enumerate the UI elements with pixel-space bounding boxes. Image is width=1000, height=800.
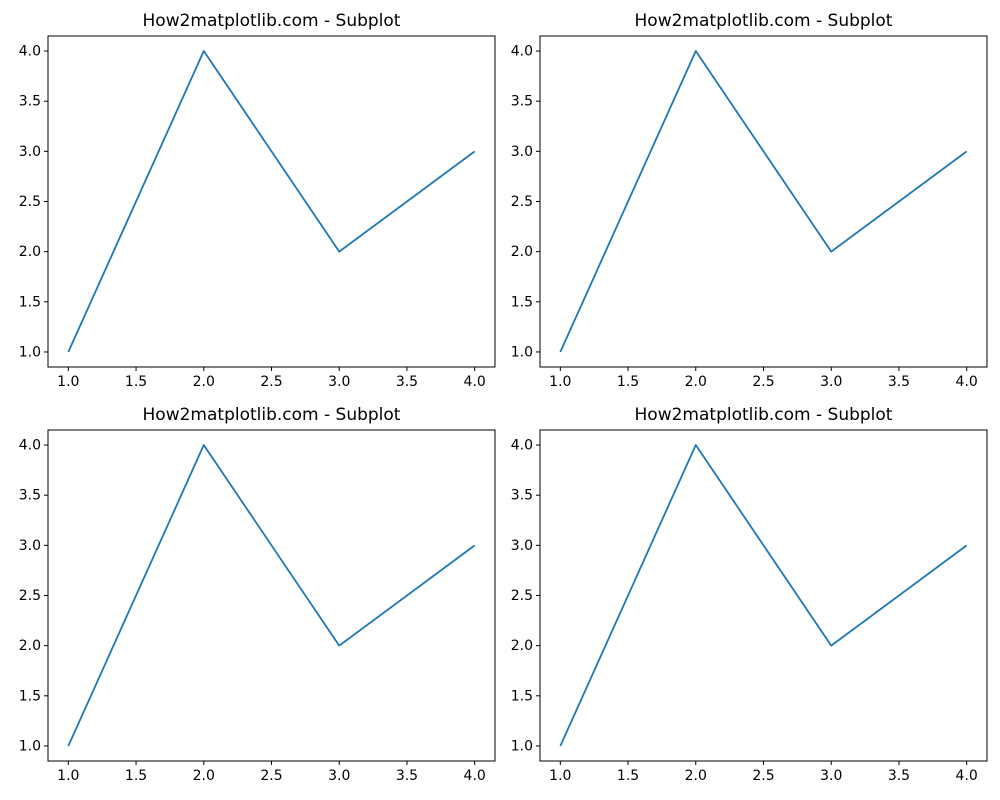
x-tick-label: 4.0: [956, 768, 978, 784]
data-line: [559, 444, 968, 747]
x-tick-label: 3.0: [328, 768, 350, 784]
x-tick-label: 4.0: [956, 374, 978, 390]
y-tick-label: 1.5: [19, 294, 41, 310]
x-tick-label: 1.5: [617, 374, 639, 390]
y-tick-label: 2.0: [19, 638, 41, 654]
plot-frame: [539, 35, 988, 368]
y-tick-label: 2.0: [511, 638, 533, 654]
plot-frame: [47, 429, 496, 762]
y-tick-label: 1.0: [19, 344, 41, 360]
x-tick-label: 3.5: [888, 374, 910, 390]
y-tick-label: 3.0: [19, 144, 41, 160]
x-tick-label: 2.5: [752, 374, 774, 390]
y-tick-label: 1.5: [511, 688, 533, 704]
y-tick-label: 4.0: [511, 438, 533, 454]
y-tick-label: 2.5: [19, 194, 41, 210]
x-tick-label: 4.0: [464, 374, 486, 390]
x-tick-label: 1.0: [549, 768, 571, 784]
x-tick-label: 1.0: [57, 768, 79, 784]
y-tick-label: 3.5: [511, 94, 533, 110]
y-tick-label: 1.0: [511, 344, 533, 360]
x-tick-label: 3.5: [396, 374, 418, 390]
y-tick-label: 1.0: [19, 738, 41, 754]
y-tick-label: 2.5: [511, 194, 533, 210]
y-tick-label: 2.0: [19, 244, 41, 260]
y-tick-label: 2.5: [511, 588, 533, 604]
y-tick-label: 3.5: [511, 488, 533, 504]
subplot-title: How2matplotlib.com - Subplot: [143, 405, 401, 425]
y-tick-label: 3.0: [511, 538, 533, 554]
x-tick-label: 1.5: [125, 768, 147, 784]
y-tick-label: 2.5: [19, 588, 41, 604]
plot-frame: [47, 35, 496, 368]
subplot-bottom-right: How2matplotlib.com - Subplot 1.0 1.5 2.0 2.…: [511, 405, 988, 784]
y-tick-label: 1.5: [19, 688, 41, 704]
y-tick-label: 3.0: [511, 144, 533, 160]
data-line: [67, 444, 476, 747]
subplot-title: How2matplotlib.com - Subplot: [143, 11, 401, 31]
x-tick-label: 3.0: [328, 374, 350, 390]
y-tick-label: 1.5: [511, 294, 533, 310]
x-tick-label: 2.5: [752, 768, 774, 784]
y-tick-label: 2.0: [511, 244, 533, 260]
subplot-top-right: How2matplotlib.com - Subplot 1.0 1.5 2.0 2.…: [511, 11, 988, 390]
x-tick-label: 2.0: [685, 768, 707, 784]
data-line: [559, 50, 968, 353]
y-tick-label: 3.5: [19, 94, 41, 110]
x-tick-label: 2.5: [260, 374, 282, 390]
x-tick-label: 1.5: [617, 768, 639, 784]
x-tick-label: 3.0: [820, 768, 842, 784]
x-tick-label: 1.5: [125, 374, 147, 390]
y-tick-label: 4.0: [19, 438, 41, 454]
x-tick-label: 4.0: [464, 768, 486, 784]
plot-frame: [539, 429, 988, 762]
y-tick-label: 4.0: [511, 44, 533, 60]
subplot-top-left: How2matplotlib.com - Subplot 1.0 1.5 2.0 2.…: [19, 11, 496, 390]
x-tick-label: 1.0: [57, 374, 79, 390]
x-tick-label: 2.0: [685, 374, 707, 390]
x-tick-label: 2.0: [193, 768, 215, 784]
x-tick-label: 2.5: [260, 768, 282, 784]
y-tick-label: 3.0: [19, 538, 41, 554]
subplot-bottom-left: How2matplotlib.com - Subplot 1.0 1.5 2.0 2.…: [19, 405, 496, 784]
x-tick-label: 1.0: [549, 374, 571, 390]
x-tick-label: 3.5: [888, 768, 910, 784]
subplot-title: How2matplotlib.com - Subplot: [635, 11, 893, 31]
y-tick-label: 1.0: [511, 738, 533, 754]
subplot-title: How2matplotlib.com - Subplot: [635, 405, 893, 425]
y-tick-label: 3.5: [19, 488, 41, 504]
data-line: [67, 50, 476, 353]
x-tick-label: 3.0: [820, 374, 842, 390]
x-tick-label: 3.5: [396, 768, 418, 784]
x-tick-label: 2.0: [193, 374, 215, 390]
y-tick-label: 4.0: [19, 44, 41, 60]
